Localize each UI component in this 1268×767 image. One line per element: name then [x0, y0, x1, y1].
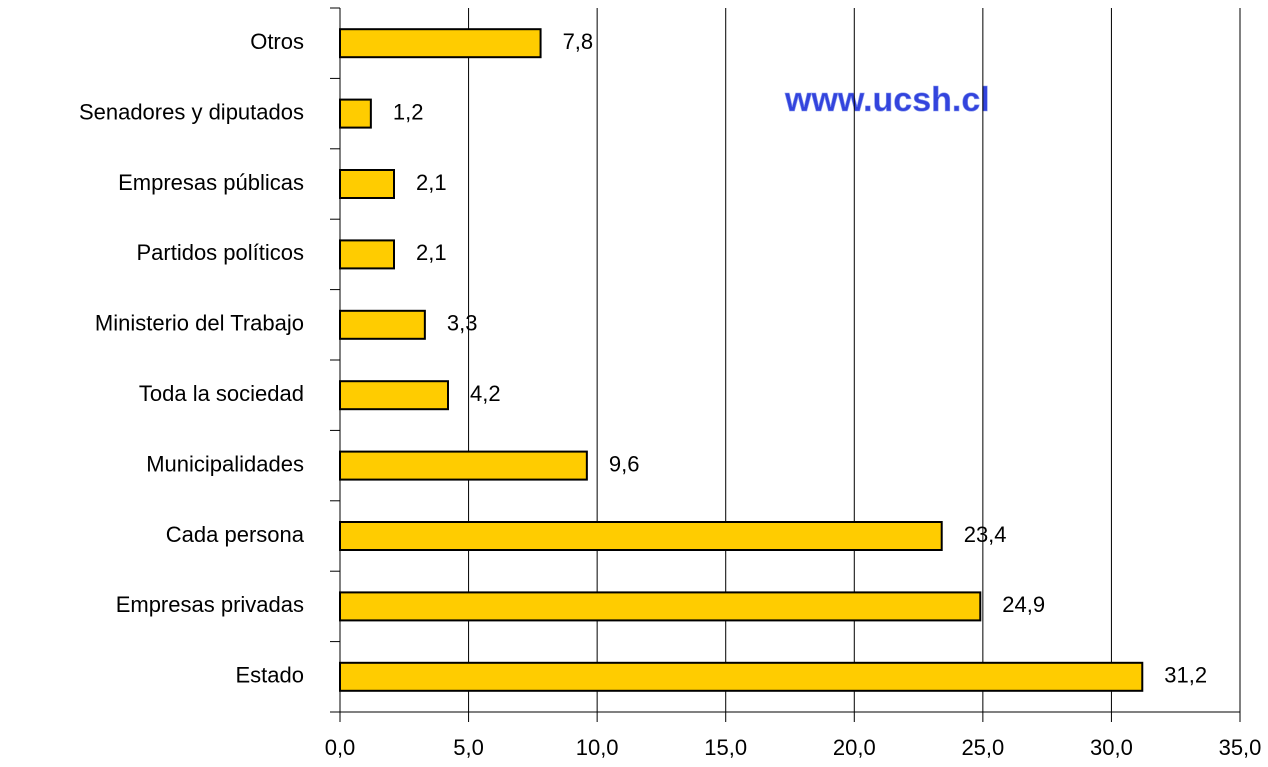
bar — [339, 169, 395, 199]
data-label: 2,1 — [416, 240, 447, 265]
y-tick-label: Toda la sociedad — [139, 381, 304, 406]
data-label: 4,2 — [470, 381, 501, 406]
x-tick-label: 10,0 — [576, 735, 619, 760]
data-label: 23,4 — [964, 522, 1007, 547]
bar — [339, 450, 588, 481]
data-label: 3,3 — [447, 311, 478, 336]
data-label: 9,6 — [609, 451, 640, 476]
bar — [339, 521, 943, 551]
x-tick-label: 30,0 — [1090, 735, 1133, 760]
x-tick-label: 20,0 — [833, 735, 876, 760]
y-tick-label: Cada persona — [166, 522, 305, 547]
x-tick-label: 15,0 — [704, 735, 747, 760]
bar — [339, 28, 542, 59]
y-tick-label: Senadores y diputados — [79, 99, 304, 124]
y-tick-label: Partidos políticos — [136, 240, 304, 265]
bar — [339, 380, 449, 411]
x-tick-label: 25,0 — [961, 735, 1004, 760]
y-tick-label: Municipalidades — [146, 451, 304, 476]
data-label: 7,8 — [563, 29, 594, 54]
x-tick-label: 5,0 — [453, 735, 484, 760]
y-tick-label: Empresas privadas — [116, 592, 304, 617]
y-tick-label: Estado — [236, 663, 305, 688]
y-tick-label: Ministerio del Trabajo — [95, 311, 304, 336]
x-tick-label: 0,0 — [325, 735, 356, 760]
x-tick-label: 35,0 — [1219, 735, 1262, 760]
bar — [339, 98, 372, 129]
data-label: 31,2 — [1164, 663, 1207, 688]
y-tick-label: Empresas públicas — [118, 170, 304, 195]
bar — [339, 239, 395, 270]
bar — [339, 309, 426, 340]
data-label: 24,9 — [1002, 592, 1045, 617]
data-label: 2,1 — [416, 170, 447, 195]
bar — [339, 661, 1144, 692]
y-tick-label: Otros — [250, 29, 304, 54]
data-label: 1,2 — [393, 99, 424, 124]
bar — [339, 591, 982, 622]
watermark: www.ucsh.cl — [784, 81, 990, 119]
